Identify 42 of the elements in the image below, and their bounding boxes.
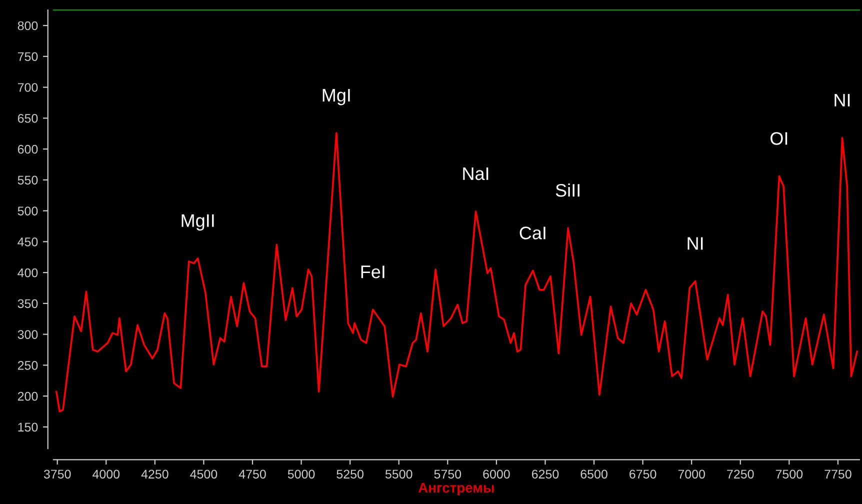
x-tick-label: 6250 (532, 470, 559, 479)
y-tick-label: 800 (18, 21, 38, 30)
y-tick-label: 500 (18, 206, 38, 216)
x-tick-label: 6000 (483, 470, 510, 479)
annotation: MgI (322, 89, 350, 106)
annotation: OI (770, 132, 788, 145)
annotation: NaI (463, 167, 488, 180)
x-tick-label: 4000 (92, 470, 120, 479)
y-tick-label: 600 (18, 144, 38, 154)
annotation: CaI (520, 226, 546, 240)
x-tick-label: 7000 (678, 470, 705, 479)
y-tick-label: 450 (18, 237, 38, 246)
x-tick-label: 4500 (190, 470, 218, 479)
y-tick-label: 300 (18, 330, 38, 339)
x-tick-label: 4250 (141, 470, 168, 479)
line-series (55, 132, 858, 412)
y-tick-label: 750 (18, 52, 38, 62)
annotation: FeI (361, 266, 384, 278)
y-tick-label: 200 (18, 392, 38, 401)
x-tick-label: 5750 (434, 470, 462, 479)
x-tick-label: 3750 (44, 470, 71, 479)
x-tick-label: 6750 (630, 470, 656, 479)
y-tick-label: 350 (18, 299, 38, 308)
y-tick-label: 150 (18, 422, 38, 432)
y-tick-label: 650 (18, 114, 38, 123)
x-tick-label: 5250 (336, 470, 364, 479)
x-tick-label: 4750 (238, 470, 266, 479)
annotation: NI (688, 237, 703, 250)
annotation: SiII (556, 183, 580, 197)
annotation: NI (834, 94, 850, 106)
y-tick-label: 550 (18, 176, 38, 185)
y-tick-label: 700 (18, 83, 38, 92)
x-tick-label: 6500 (580, 470, 608, 479)
x-tick-label: 5500 (385, 470, 412, 479)
annotation: MgII (182, 214, 214, 231)
y-tick-label: 250 (18, 360, 38, 370)
x-tick-label: 7250 (727, 470, 754, 479)
x-tick-label: 7500 (776, 470, 803, 479)
x-axis-title: Ангстремы (418, 482, 494, 496)
x-tick-label: 7750 (824, 470, 852, 479)
x-tick-label: 5000 (288, 470, 315, 479)
y-tick-label: 400 (18, 268, 38, 278)
